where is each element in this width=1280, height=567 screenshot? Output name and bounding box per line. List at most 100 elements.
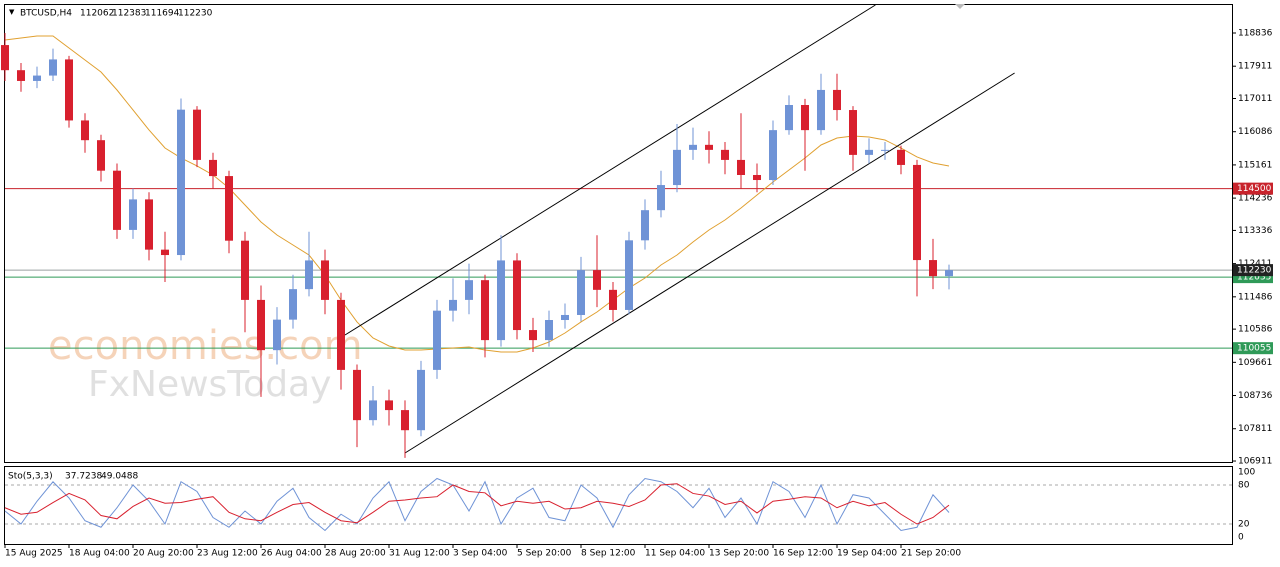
- stoch-tick-label: 20: [1238, 520, 1250, 530]
- candle-body: [897, 149, 905, 165]
- candle-body: [49, 59, 57, 76]
- candle-body: [65, 59, 73, 121]
- candle-body: [1, 45, 9, 71]
- candle-body: [753, 174, 761, 181]
- candle-body: [289, 289, 297, 320]
- stoch-frame: [4, 466, 1233, 545]
- x-tick-label: 21 Sep 20:00: [901, 549, 961, 559]
- candle-body: [97, 140, 105, 171]
- level-label: 112035: [1237, 273, 1271, 283]
- candle-body: [609, 289, 617, 310]
- watermark-2: FxNewsToday: [88, 364, 331, 405]
- candle-body: [833, 89, 841, 111]
- candle-body: [737, 159, 745, 175]
- candle-body: [33, 75, 41, 81]
- candle-body: [769, 130, 777, 181]
- level-label-box: [1233, 342, 1273, 355]
- stoch-tick-label: 0: [1238, 533, 1244, 543]
- header-open: 112062: [80, 9, 114, 19]
- candle-body: [465, 280, 473, 300]
- candle-body: [81, 120, 89, 141]
- y-tick-label: 109661: [1238, 358, 1272, 368]
- candle-body: [817, 89, 825, 131]
- candle-body: [849, 110, 857, 155]
- stoch-line: [4, 477, 950, 532]
- candle-body: [305, 260, 313, 290]
- candle-body: [545, 320, 553, 341]
- candle-body: [257, 299, 265, 351]
- triangle-icon: ▼: [9, 8, 15, 16]
- candle-body: [353, 369, 361, 421]
- y-tick-label: 116086: [1238, 127, 1273, 137]
- candle-body: [209, 159, 217, 177]
- header-symbol: BTCUSD,H4: [20, 9, 72, 19]
- candle-body: [497, 260, 505, 341]
- candle-body: [481, 280, 489, 341]
- shift-marker: [955, 4, 965, 9]
- candle-body: [129, 199, 137, 230]
- candle-body: [241, 240, 249, 300]
- y-tick-label: 117011: [1238, 94, 1272, 104]
- level-label: 114500: [1237, 184, 1272, 194]
- candle-body: [881, 149, 889, 151]
- candle-body: [625, 240, 633, 310]
- candle-body: [705, 144, 713, 150]
- candle-body: [369, 400, 377, 421]
- moving-average: [4, 35, 950, 353]
- y-tick-label: 111486: [1238, 292, 1273, 302]
- candle-body: [913, 164, 921, 261]
- x-tick-label: 11 Sep 04:00: [645, 549, 705, 559]
- candle-body: [273, 319, 281, 351]
- candle-body: [449, 299, 457, 311]
- stoch-tick-label: 100: [1238, 468, 1255, 478]
- candle-body: [513, 260, 521, 331]
- x-tick-label: 5 Sep 20:00: [517, 549, 572, 559]
- header-close: 112230: [178, 9, 213, 19]
- candle-body: [337, 299, 345, 370]
- y-tick-label: 110586: [1238, 325, 1273, 335]
- candle-body: [193, 109, 201, 160]
- y-tick-label: 115161: [1238, 160, 1272, 170]
- candle-body: [177, 109, 185, 256]
- candle-body: [145, 199, 153, 250]
- candle-body: [689, 144, 697, 150]
- x-tick-label: 31 Aug 12:00: [389, 549, 450, 559]
- candle-body: [577, 270, 585, 315]
- stoch-signal: 49.0488: [101, 472, 138, 482]
- x-tick-label: 8 Sep 12:00: [581, 549, 636, 559]
- candle-body: [161, 249, 169, 256]
- x-tick-label: 16 Sep 12:00: [773, 549, 833, 559]
- y-tick-label: 117911: [1238, 62, 1272, 72]
- stoch-line: [4, 483, 950, 525]
- trendline: [344, 4, 876, 336]
- candle-body: [673, 149, 681, 186]
- candle-body: [225, 176, 233, 241]
- candle-body: [385, 400, 393, 411]
- y-tick-label: 107811: [1238, 424, 1272, 434]
- trendline: [404, 72, 1015, 454]
- x-tick-label: 15 Aug 2025: [5, 549, 63, 559]
- candle-body: [641, 210, 649, 241]
- candle-body: [929, 260, 937, 277]
- y-tick-label: 108736: [1238, 391, 1273, 401]
- candle-body: [945, 270, 953, 277]
- candle-body: [17, 70, 25, 81]
- y-tick-label: 114236: [1238, 194, 1273, 204]
- candle-body: [433, 310, 441, 370]
- stoch-name: Sto(5,3,3): [8, 472, 53, 482]
- level-label: 110055: [1237, 344, 1271, 354]
- candle-body: [529, 330, 537, 341]
- x-tick-label: 23 Aug 12:00: [197, 549, 258, 559]
- candle-body: [401, 410, 409, 431]
- y-tick-label: 113336: [1238, 226, 1273, 236]
- watermark-1: economies.com: [48, 323, 363, 369]
- header-high: 112383: [112, 9, 146, 19]
- level-label-box: [1233, 182, 1273, 195]
- price-label-box: [1233, 264, 1273, 277]
- x-tick-label: 19 Sep 04:00: [837, 549, 897, 559]
- candle-body: [785, 105, 793, 131]
- candle-body: [321, 260, 329, 300]
